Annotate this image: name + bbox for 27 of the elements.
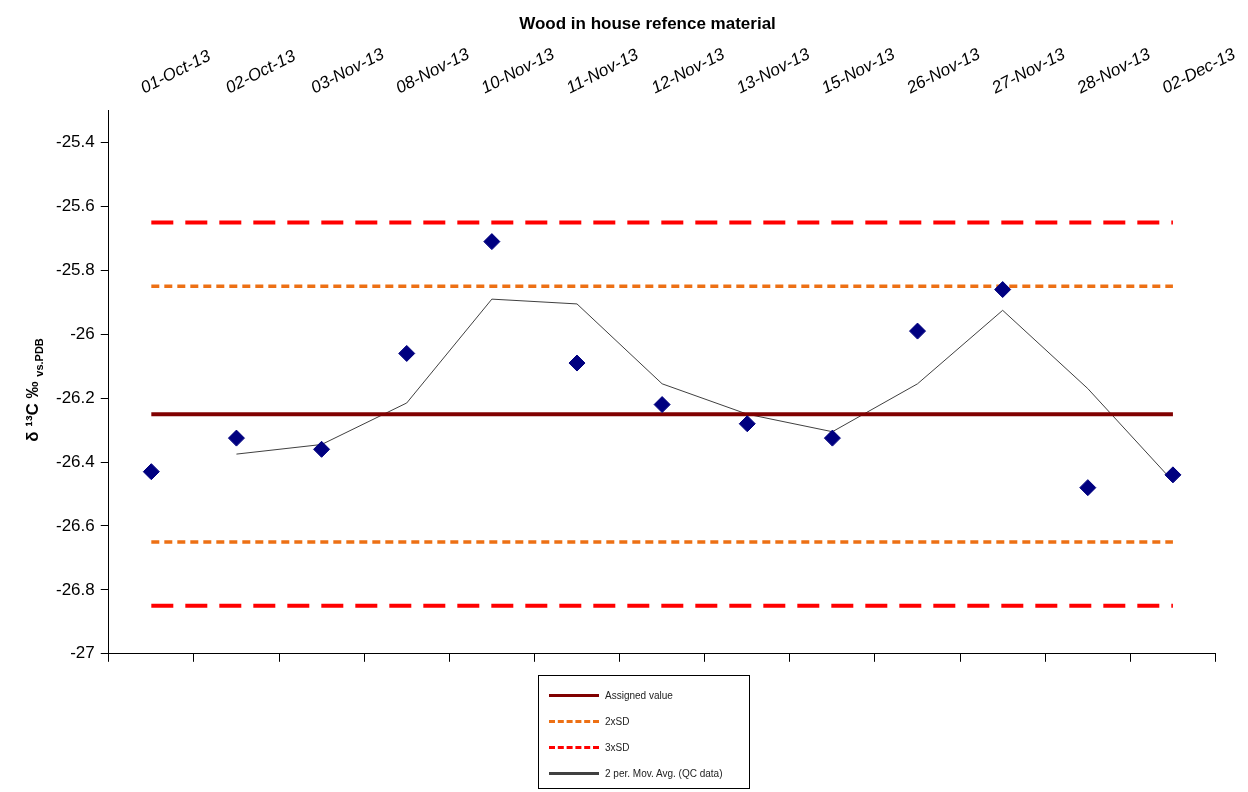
point xyxy=(823,429,841,447)
y-tick-label: -27 xyxy=(70,643,95,663)
point xyxy=(142,463,160,481)
point xyxy=(227,429,245,447)
point xyxy=(653,396,671,414)
point xyxy=(568,354,586,372)
legend-label: Assigned value xyxy=(605,689,673,701)
legend-label: 2xSD xyxy=(605,715,630,727)
point xyxy=(738,415,756,433)
point xyxy=(1164,466,1182,484)
point xyxy=(313,440,331,458)
point xyxy=(398,344,416,362)
y-tick-label: -26.4 xyxy=(56,451,95,471)
point xyxy=(994,281,1012,299)
y-tick-label: -25.6 xyxy=(56,196,95,216)
point xyxy=(1079,479,1097,497)
chart-title: Wood in house refence material xyxy=(519,13,776,33)
point xyxy=(483,233,501,251)
y-tick-label: -26 xyxy=(70,323,95,343)
y-tick-label: -26.8 xyxy=(56,579,95,599)
legend-label: 3xSD xyxy=(605,741,630,753)
y-tick-label: -25.8 xyxy=(56,260,95,280)
point xyxy=(909,322,927,340)
y-tick-label: -26.6 xyxy=(56,515,95,535)
y-tick-label: -25.4 xyxy=(56,132,95,152)
y-tick-label: -26.2 xyxy=(56,387,95,407)
legend-label: 2 per. Mov. Avg. (QC data) xyxy=(605,767,723,779)
